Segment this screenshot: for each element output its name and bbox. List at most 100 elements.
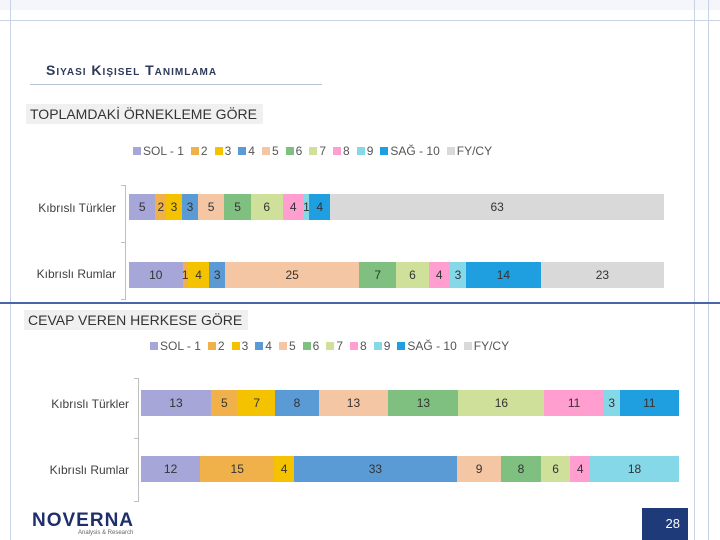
legend-label: FY/CY <box>456 144 493 158</box>
logo-wordmark: NOVERNA <box>32 510 135 531</box>
bar-segment-6: 7 <box>359 262 397 288</box>
chart2-axis <box>138 378 139 502</box>
legend-label: FY/CY <box>473 339 510 353</box>
frame-line-left <box>10 0 11 540</box>
data-label: 5 <box>221 396 228 410</box>
legend-swatch <box>326 342 335 350</box>
chart2-axis-tick <box>134 501 138 502</box>
chart1-row-label-gc: Kıbrıslı Rumlar <box>36 267 116 281</box>
bar-segment-4: 3 <box>181 194 198 220</box>
data-label: 11 <box>567 396 581 410</box>
legend-label: 9 <box>383 339 391 353</box>
data-label: 4 <box>576 462 584 476</box>
chart1-title: TOPLAMDAKİ ÖRNEKLEME GÖRE <box>26 104 263 124</box>
bar-segment-sol-1: 5 <box>129 194 156 220</box>
bar-segment-6: 13 <box>388 390 459 416</box>
legend-item-fy-cy: FY/CY <box>446 144 493 158</box>
chart1-legend: SOL - 1 2 3 4 5 6 7 8 9 SAĞ - 10 FY/CY <box>133 144 499 158</box>
chart2-title: CEVAP VEREN HERKESE GÖRE <box>24 310 249 330</box>
bar-segment-8: 11 <box>544 390 604 416</box>
bar-segment-3: 7 <box>237 390 276 416</box>
bar-segment-2: 5 <box>210 390 238 416</box>
title-underline <box>30 84 322 85</box>
legend-label: SOL - 1 <box>160 339 201 353</box>
bar-segment-sa-10: 11 <box>619 390 679 416</box>
data-label: 9 <box>475 462 483 476</box>
bar-segment-2: 15 <box>200 456 275 482</box>
legend-item-3: 3 <box>214 144 231 158</box>
legend-item-7: 7 <box>309 144 326 158</box>
data-label: 8 <box>293 396 301 410</box>
bar-segment-8: 4 <box>570 456 591 482</box>
chart1-axis-tick <box>121 299 125 300</box>
bar-segment-5: 13 <box>318 390 389 416</box>
data-label: 4 <box>280 462 288 476</box>
data-label: 11 <box>643 396 656 410</box>
legend-swatch <box>397 342 406 350</box>
logo-subtext: Analysis & Research <box>78 530 134 536</box>
legend-item-9: 9 <box>373 339 391 353</box>
legend-item-fy-cy: FY/CY <box>463 339 510 353</box>
legend-item-7: 7 <box>326 339 343 353</box>
data-label: 13 <box>346 396 361 410</box>
data-label: 3 <box>186 200 194 214</box>
bar-segment-4: 33 <box>293 456 457 482</box>
bar-segment-7: 6 <box>540 456 571 482</box>
bar-segment-9: 1 <box>303 194 310 220</box>
legend-label: 7 <box>336 339 344 353</box>
legend-swatch <box>150 342 158 350</box>
legend-swatch <box>356 147 365 155</box>
data-label: 23 <box>595 268 610 282</box>
legend-label: 8 <box>343 144 350 158</box>
data-label: 5 <box>138 200 146 214</box>
legend-label: 5 <box>271 144 279 158</box>
chart2-legend: SOL - 1 2 3 4 5 6 7 8 9 SAĞ - 10 FY/CY <box>150 339 516 353</box>
legend-swatch <box>333 147 342 155</box>
legend-swatch <box>261 147 270 155</box>
bar-segment-6: 5 <box>224 194 251 220</box>
data-label: 5 <box>234 200 241 214</box>
data-label: 3 <box>170 200 178 214</box>
bar-segment-9: 18 <box>590 456 679 482</box>
legend-item-sol-1: SOL - 1 <box>133 144 184 158</box>
bar-segment-sa-10: 14 <box>466 262 541 288</box>
legend-label: 2 <box>217 339 225 353</box>
bar-segment-3: 3 <box>166 194 182 220</box>
chart2-row-label-tc: Kıbrıslı Türkler <box>51 397 129 411</box>
data-label: 13 <box>169 396 183 410</box>
data-label: 4 <box>316 200 324 214</box>
legend-label: 4 <box>265 339 272 353</box>
bar-segment-sol-1: 12 <box>141 456 201 482</box>
chart2-axis-tick <box>134 438 138 439</box>
legend-item-4: 4 <box>255 339 272 353</box>
legend-item-5: 5 <box>278 339 296 353</box>
legend-label: 6 <box>312 339 320 353</box>
legend-item-6: 6 <box>285 144 302 158</box>
data-label: 3 <box>608 396 616 410</box>
bar-segment-7: 6 <box>396 262 429 288</box>
bar-segment-sol-1: 13 <box>141 390 211 416</box>
noverna-logo: NOVERNA Analysis & Research <box>32 510 134 536</box>
legend-item-2: 2 <box>207 339 225 353</box>
bar-segment-7: 16 <box>458 390 545 416</box>
legend-swatch <box>207 342 216 350</box>
bar-segment-9: 3 <box>449 262 466 288</box>
legend-swatch <box>133 147 141 155</box>
legend-swatch <box>302 342 311 350</box>
data-label: 4 <box>195 268 202 282</box>
legend-item-5: 5 <box>261 144 279 158</box>
bar-segment-sa-10: 4 <box>309 194 331 220</box>
data-label: 3 <box>213 268 221 282</box>
legend-swatch <box>285 147 294 155</box>
legend-swatch <box>350 342 359 350</box>
bar-segment-8: 4 <box>428 262 450 288</box>
bar-segment-fy-cy: 63 <box>330 194 664 220</box>
chart1-axis-tick <box>121 185 125 186</box>
legend-label: 5 <box>288 339 296 353</box>
data-label: 25 <box>285 268 299 282</box>
legend-label: 7 <box>319 144 327 158</box>
legend-item-8: 8 <box>333 144 350 158</box>
data-label: 4 <box>289 200 297 214</box>
data-label: 6 <box>409 268 416 282</box>
data-label: 1 <box>303 200 310 214</box>
